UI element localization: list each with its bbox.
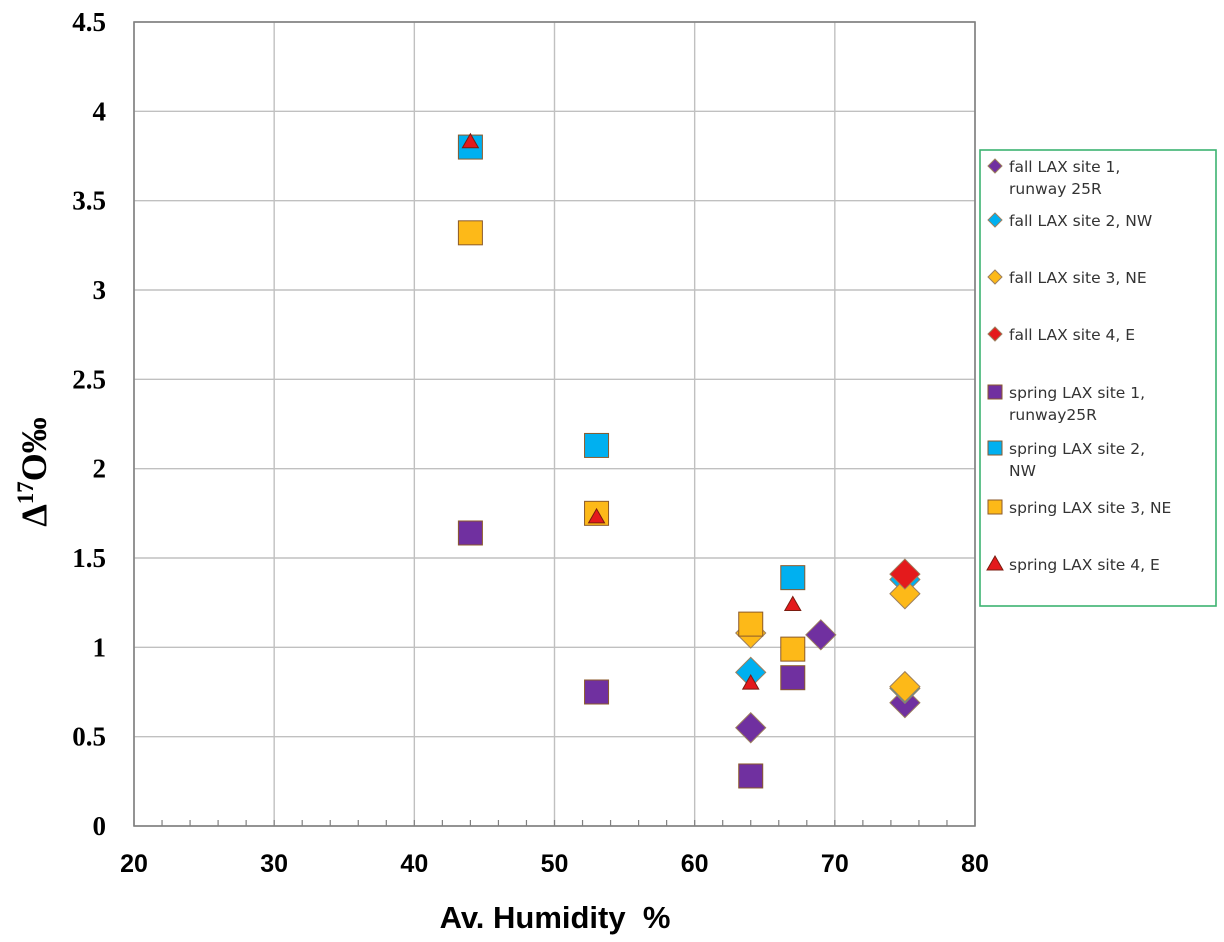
legend-label: runway25R — [1009, 406, 1097, 424]
x-tick-label: 60 — [681, 850, 709, 878]
data-point — [805, 619, 837, 651]
legend-item-7: spring LAX site 3, NE — [987, 499, 1171, 517]
y-tick-label: 0 — [93, 811, 107, 841]
y-axis-label-superscript: 17 — [13, 481, 38, 504]
legend-item-5: spring LAX site 1, runway25R — [987, 384, 1145, 424]
legend-marker — [987, 440, 1003, 456]
y-axis-label-prefix: Δ — [14, 504, 54, 527]
legend-item-8: spring LAX site 4, E — [986, 554, 1160, 574]
x-axis-label: Av. Humidity % — [440, 900, 671, 935]
y-tick-label: 3 — [93, 275, 107, 305]
legend-label: NW — [1009, 462, 1036, 480]
y-tick-label: 4.5 — [72, 7, 106, 37]
legend-marker — [987, 326, 1003, 342]
x-tick-label: 80 — [961, 850, 989, 878]
data-point — [457, 520, 483, 546]
data-point — [584, 679, 610, 705]
series-5 — [457, 520, 806, 789]
x-axis-ticks: 20 30 40 50 60 70 80 — [120, 850, 989, 878]
legend-label: spring LAX site 3, NE — [1009, 499, 1171, 517]
legend-marker — [986, 554, 1004, 571]
series-7 — [457, 220, 806, 662]
y-tick-label: 2 — [93, 454, 107, 484]
legend-marker — [987, 384, 1003, 400]
legend-label: fall LAX site 4, E — [1009, 326, 1135, 344]
data-point — [741, 674, 760, 690]
data-point — [457, 220, 483, 246]
legend-label: spring LAX site 1, — [1009, 384, 1145, 402]
series-8 — [461, 132, 802, 690]
x-tick-label: 70 — [821, 850, 849, 878]
series-4 — [889, 558, 921, 590]
data-point — [889, 670, 921, 703]
y-axis-label-suffix: O‰ — [14, 417, 54, 481]
x-tick-label: 20 — [120, 850, 148, 878]
x-tick-label: 50 — [541, 850, 569, 878]
y-tick-label: 4 — [93, 96, 107, 126]
legend-label: spring LAX site 2, — [1009, 440, 1145, 458]
x-tick-label: 40 — [400, 850, 428, 878]
x-tick-label: 30 — [260, 850, 288, 878]
data-point — [889, 578, 921, 610]
legend-label: spring LAX site 4, E — [1009, 556, 1160, 574]
y-tick-label: 1.5 — [72, 543, 106, 573]
y-axis-ticks: 0 0.5 1 1.5 2 2.5 3 3.5 4 4.5 — [72, 7, 106, 841]
legend-marker — [987, 499, 1003, 515]
legend-marker — [987, 158, 1003, 174]
legend-label: runway 25R — [1009, 180, 1102, 198]
data-point — [735, 712, 767, 744]
legend-item-4: fall LAX site 4, E — [987, 326, 1135, 344]
legend-marker — [987, 212, 1003, 228]
data-point — [780, 636, 806, 662]
minor-ticks — [133, 820, 976, 826]
legend-label: fall LAX site 2, NW — [1009, 212, 1152, 230]
legend-item-6: spring LAX site 2, NW — [987, 440, 1145, 480]
data-point — [461, 132, 480, 149]
y-tick-label: 3.5 — [72, 186, 106, 216]
legend-box — [979, 149, 1217, 607]
legend-item-3: fall LAX site 3, NE — [987, 269, 1147, 287]
data-point — [738, 763, 764, 789]
y-tick-label: 2.5 — [72, 364, 106, 394]
legend-item-2: fall LAX site 2, NW — [987, 212, 1152, 230]
data-point — [889, 558, 921, 590]
legend-marker — [987, 269, 1003, 285]
y-tick-label: 0.5 — [72, 722, 106, 752]
data-point — [783, 595, 802, 611]
y-axis-label: Δ17O‰ — [13, 417, 54, 527]
data-point — [587, 507, 606, 524]
legend-label: fall LAX site 3, NE — [1009, 269, 1147, 287]
y-tick-label: 1 — [93, 632, 107, 662]
legend-label: fall LAX site 1, — [1009, 158, 1120, 176]
data-point — [780, 665, 806, 691]
legend-item-1: fall LAX site 1, runway 25R — [987, 158, 1120, 198]
data-point — [738, 611, 764, 637]
data-points — [457, 132, 921, 789]
data-point — [780, 565, 806, 591]
data-point — [584, 432, 610, 458]
